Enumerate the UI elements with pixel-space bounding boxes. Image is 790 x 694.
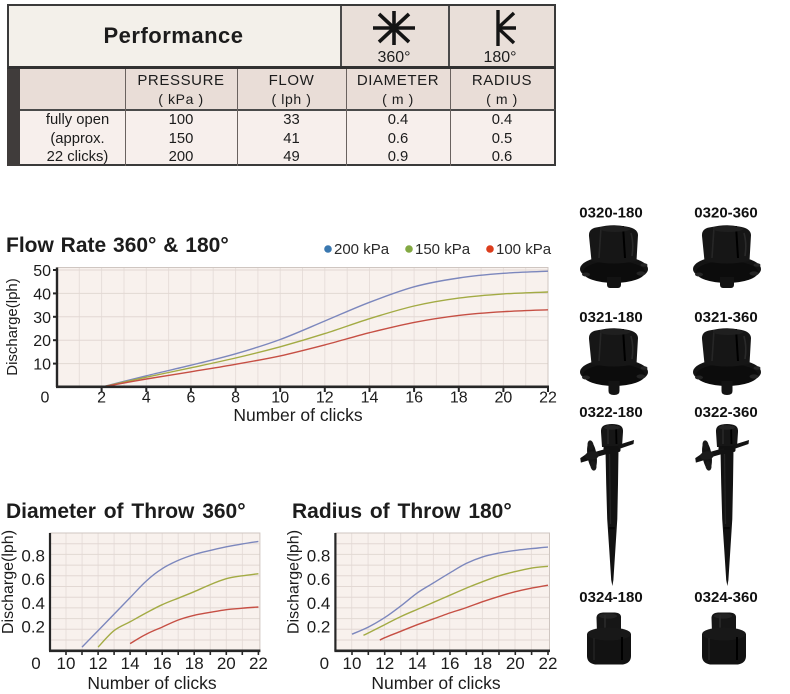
svg-text:180°: 180° <box>483 49 516 66</box>
svg-text:6: 6 <box>186 390 195 407</box>
svg-text:200 kPa: 200 kPa <box>334 241 390 258</box>
svg-text:0324-360: 0324-360 <box>694 589 757 606</box>
svg-text:Number of clicks: Number of clicks <box>87 673 217 693</box>
svg-text:0321-360: 0321-360 <box>694 309 757 326</box>
svg-text:20: 20 <box>506 654 525 673</box>
svg-text:0320-180: 0320-180 <box>579 205 642 222</box>
svg-text:50: 50 <box>33 263 51 280</box>
svg-text:0321-180: 0321-180 <box>579 309 642 326</box>
svg-text:2: 2 <box>97 390 106 407</box>
svg-text:16: 16 <box>441 654 460 673</box>
svg-text:0.2: 0.2 <box>21 617 45 636</box>
svg-text:0.8: 0.8 <box>307 547 331 566</box>
svg-text:0: 0 <box>320 654 329 673</box>
svg-text:16: 16 <box>405 390 423 407</box>
svg-text:0.6: 0.6 <box>21 570 45 589</box>
svg-text:360°: 360° <box>377 49 410 66</box>
svg-text:10: 10 <box>271 390 289 407</box>
svg-text:18: 18 <box>185 654 204 673</box>
svg-text:20: 20 <box>495 390 513 407</box>
svg-text:0.2: 0.2 <box>307 617 331 636</box>
svg-text:0: 0 <box>31 654 40 673</box>
svg-text:Number of clicks: Number of clicks <box>233 405 363 425</box>
svg-text:Discharge(lph): Discharge(lph) <box>4 278 21 376</box>
svg-text:0.4: 0.4 <box>21 594 45 613</box>
svg-text:0.6: 0.6 <box>307 570 331 589</box>
svg-text:4: 4 <box>142 390 151 407</box>
svg-text:22: 22 <box>249 654 268 673</box>
svg-text:0: 0 <box>41 390 50 407</box>
svg-text:Discharge(lph): Discharge(lph) <box>285 530 302 634</box>
svg-text:10: 10 <box>57 654 76 673</box>
svg-text:Number of clicks: Number of clicks <box>371 673 501 693</box>
svg-text:16: 16 <box>153 654 172 673</box>
svg-text:0320-360: 0320-360 <box>694 205 757 222</box>
svg-text:22: 22 <box>539 390 557 407</box>
svg-text:12: 12 <box>375 654 394 673</box>
svg-text:Discharge(lph): Discharge(lph) <box>0 530 17 634</box>
svg-text:8: 8 <box>231 390 240 407</box>
svg-text:18: 18 <box>450 390 468 407</box>
svg-text:0324-180: 0324-180 <box>579 589 642 606</box>
svg-text:40: 40 <box>33 286 51 303</box>
svg-text:14: 14 <box>121 654 140 673</box>
svg-text:10: 10 <box>343 654 362 673</box>
svg-text:150 kPa: 150 kPa <box>415 241 471 258</box>
svg-text:30: 30 <box>33 310 51 327</box>
svg-text:0.8: 0.8 <box>21 547 45 566</box>
svg-text:12: 12 <box>89 654 108 673</box>
svg-text:14: 14 <box>361 390 379 407</box>
svg-text:0322-180: 0322-180 <box>579 404 642 421</box>
svg-text:14: 14 <box>408 654 427 673</box>
svg-text:12: 12 <box>316 390 334 407</box>
svg-text:18: 18 <box>473 654 492 673</box>
svg-text:20: 20 <box>217 654 236 673</box>
svg-text:0322-360: 0322-360 <box>694 404 757 421</box>
svg-text:100 kPa: 100 kPa <box>496 241 552 258</box>
svg-text:0.4: 0.4 <box>307 594 331 613</box>
svg-text:10: 10 <box>33 357 51 374</box>
svg-text:22: 22 <box>539 654 558 673</box>
svg-text:20: 20 <box>33 333 51 350</box>
